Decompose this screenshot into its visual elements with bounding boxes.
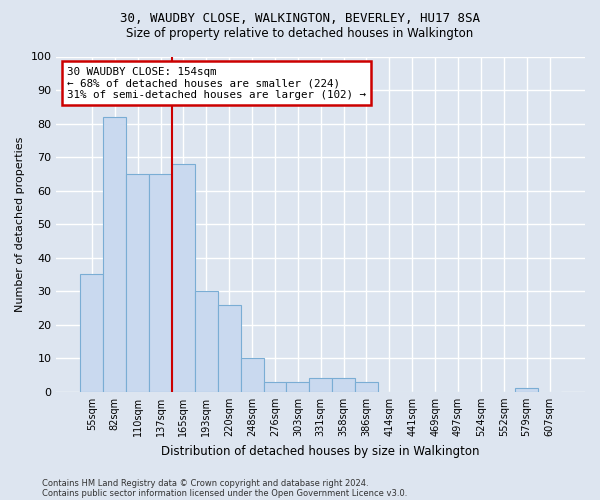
Bar	[103, 117, 126, 392]
Bar	[515, 388, 538, 392]
Text: Contains HM Land Registry data © Crown copyright and database right 2024.: Contains HM Land Registry data © Crown c…	[42, 478, 368, 488]
Bar	[332, 378, 355, 392]
Bar	[309, 378, 332, 392]
Bar	[149, 174, 172, 392]
Bar	[263, 382, 286, 392]
Bar	[172, 164, 195, 392]
Text: Size of property relative to detached houses in Walkington: Size of property relative to detached ho…	[127, 28, 473, 40]
Text: 30, WAUDBY CLOSE, WALKINGTON, BEVERLEY, HU17 8SA: 30, WAUDBY CLOSE, WALKINGTON, BEVERLEY, …	[120, 12, 480, 26]
Bar	[355, 382, 378, 392]
Bar	[80, 274, 103, 392]
Y-axis label: Number of detached properties: Number of detached properties	[15, 136, 25, 312]
Bar	[126, 174, 149, 392]
Bar	[218, 304, 241, 392]
Text: 30 WAUDBY CLOSE: 154sqm
← 68% of detached houses are smaller (224)
31% of semi-d: 30 WAUDBY CLOSE: 154sqm ← 68% of detache…	[67, 66, 366, 100]
Text: Contains public sector information licensed under the Open Government Licence v3: Contains public sector information licen…	[42, 488, 407, 498]
Bar	[195, 291, 218, 392]
Bar	[241, 358, 263, 392]
X-axis label: Distribution of detached houses by size in Walkington: Distribution of detached houses by size …	[161, 444, 480, 458]
Bar	[286, 382, 309, 392]
